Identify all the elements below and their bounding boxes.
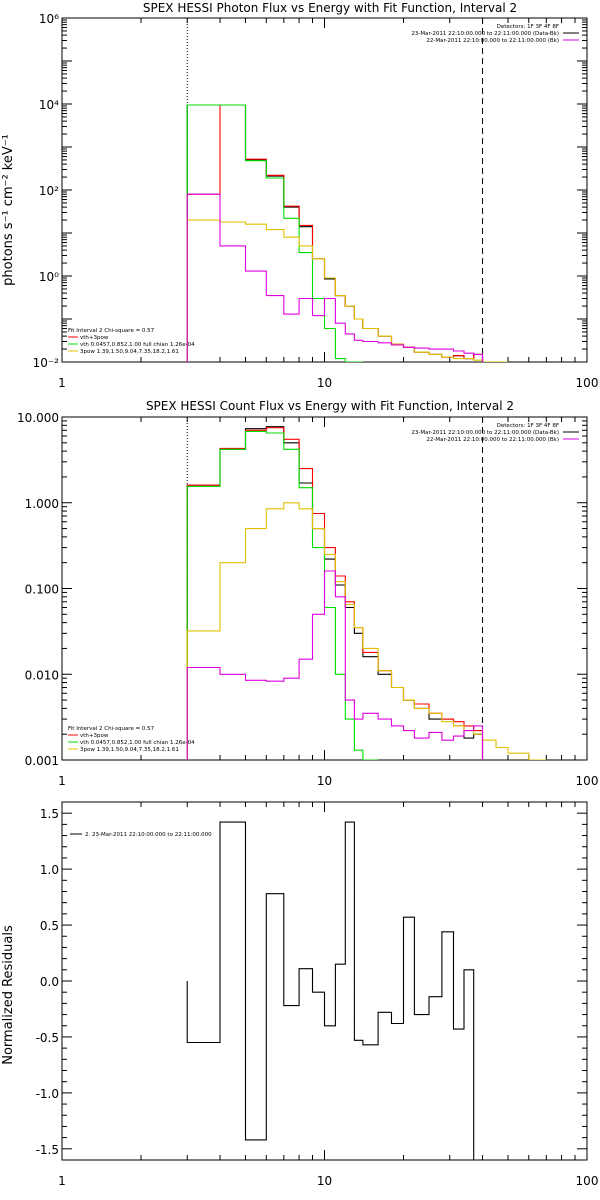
legend-top-entry: Detectors: 1F 3F 4F 8F bbox=[497, 423, 559, 429]
series-line-4 bbox=[186, 570, 484, 760]
y-axis-label: Normalized Residuals bbox=[1, 925, 16, 1065]
series-line-4 bbox=[186, 193, 484, 362]
y-tick-label: -1.5 bbox=[36, 1143, 59, 1157]
x-tick-label: 10 bbox=[317, 774, 332, 788]
y-tick-label: 0.5 bbox=[40, 919, 59, 933]
series-line-1 bbox=[186, 104, 484, 362]
legend-bottom-entry: Fit Interval 2 Chi-square = 0.57 bbox=[68, 328, 155, 334]
series-group bbox=[186, 104, 508, 362]
series-line-3 bbox=[186, 219, 508, 362]
legend-top-entry: 23-Mar-2011 22:10:00.000 to 22:11:00.000… bbox=[411, 430, 559, 436]
y-tick-label: 1.5 bbox=[40, 807, 59, 821]
series-line-3 bbox=[186, 502, 547, 760]
count-flux-panel: SPEX HESSI Count Flux vs Energy with Fit… bbox=[17, 399, 598, 788]
series-line-2 bbox=[186, 104, 363, 362]
legend-entry: 2. 23-Mar-2011 22:10:00.000 to 22:11:00.… bbox=[85, 832, 212, 838]
y-tick-label: 10⁰ bbox=[39, 270, 59, 284]
y-tick-label: 10⁶ bbox=[39, 12, 59, 26]
legend-bottom-entry: Fit Interval 2 Chi-square = 0.57 bbox=[68, 726, 155, 732]
y-tick-label: -0.5 bbox=[36, 1031, 59, 1045]
plot-frame bbox=[61, 801, 588, 1161]
y-tick-label: 1.000 bbox=[25, 497, 59, 511]
y-tick-label: 0.010 bbox=[25, 668, 59, 682]
photon-flux-panel: SPEX HESSI Photon Flux vs Energy with Fi… bbox=[1, 1, 598, 390]
y-tick-label: 0.001 bbox=[25, 754, 59, 768]
x-tick-label: 1 bbox=[58, 774, 66, 788]
y-tick-label: 10⁴ bbox=[39, 98, 59, 112]
legend-bottom-entry: 3pow 1.39,1.50,9.04,7.35,18.2,1.61 bbox=[80, 747, 179, 753]
y-axis-label: photons s⁻¹ cm⁻² keV⁻¹ bbox=[1, 134, 16, 286]
x-tick-label: 100 bbox=[576, 1174, 599, 1188]
series-line-0 bbox=[186, 104, 484, 362]
legend-top-entry: Detectors: 1F 3F 4F 8F bbox=[497, 24, 559, 30]
x-tick-label: 100 bbox=[576, 376, 599, 390]
legend-bottom-entry: vth 0.0457,0.852,1.00 full chian 1.26e-0… bbox=[80, 740, 195, 746]
legend-top-entry: 22-Mar-2011 22:10:00.000 to 22:11:00.000… bbox=[426, 38, 559, 44]
y-tick-label: 0.100 bbox=[25, 583, 59, 597]
y-tick-label: 10.000 bbox=[17, 411, 59, 425]
chart-title: SPEX HESSI Count Flux vs Energy with Fit… bbox=[146, 399, 514, 413]
y-tick-label: 0.0 bbox=[40, 975, 59, 989]
y-tick-label: 10² bbox=[39, 184, 59, 198]
x-tick-label: 100 bbox=[576, 774, 599, 788]
legend-top-entry: 23-Mar-2011 22:10:00.000 to 22:11:00.000… bbox=[411, 31, 559, 37]
legend-bottom-entry: 3pow 1.39,1.50,9.04,7.35,18.2,1.61 bbox=[80, 349, 179, 355]
legend-bottom-entry: vth+3pow bbox=[80, 733, 109, 739]
series-line-2 bbox=[186, 430, 379, 760]
y-tick-label: 1.0 bbox=[40, 863, 59, 877]
series-line-0 bbox=[186, 426, 484, 760]
chart-title: SPEX HESSI Photon Flux vs Energy with Fi… bbox=[143, 1, 517, 15]
series-line-0 bbox=[186, 821, 483, 1160]
series-line-1 bbox=[186, 427, 484, 760]
x-tick-label: 1 bbox=[58, 376, 66, 390]
series-group bbox=[186, 426, 547, 760]
residuals-panel: Normalized Residuals 1 10 100 -1.5 -1.0 -0.5 0… bbox=[1, 801, 599, 1188]
x-tick-label: 1 bbox=[58, 1174, 66, 1188]
legend-bottom-entry: vth 0.0457,0.852,1.00 full chian 1.26e-0… bbox=[80, 342, 195, 348]
legend-bottom-entry: vth+3pow bbox=[80, 335, 109, 341]
x-tick-label: 10 bbox=[317, 1174, 332, 1188]
y-tick-label: -1.0 bbox=[36, 1087, 59, 1101]
legend-top-entry: 22-Mar-2011 22:10:00.000 to 22:11:00.000… bbox=[426, 437, 559, 443]
x-tick-label: 10 bbox=[317, 376, 332, 390]
series-group bbox=[186, 821, 483, 1160]
y-tick-label: 10⁻² bbox=[33, 356, 60, 370]
